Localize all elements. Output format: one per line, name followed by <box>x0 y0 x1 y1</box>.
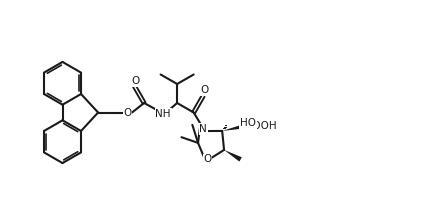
Text: COOH: COOH <box>246 121 277 131</box>
Polygon shape <box>224 150 242 162</box>
Text: N: N <box>199 124 207 134</box>
Text: HO: HO <box>240 118 256 128</box>
Text: O: O <box>123 108 132 118</box>
Text: NH: NH <box>155 108 171 118</box>
Text: O: O <box>204 154 211 164</box>
Text: O: O <box>132 76 140 86</box>
Text: O: O <box>200 86 208 95</box>
Polygon shape <box>222 125 241 131</box>
